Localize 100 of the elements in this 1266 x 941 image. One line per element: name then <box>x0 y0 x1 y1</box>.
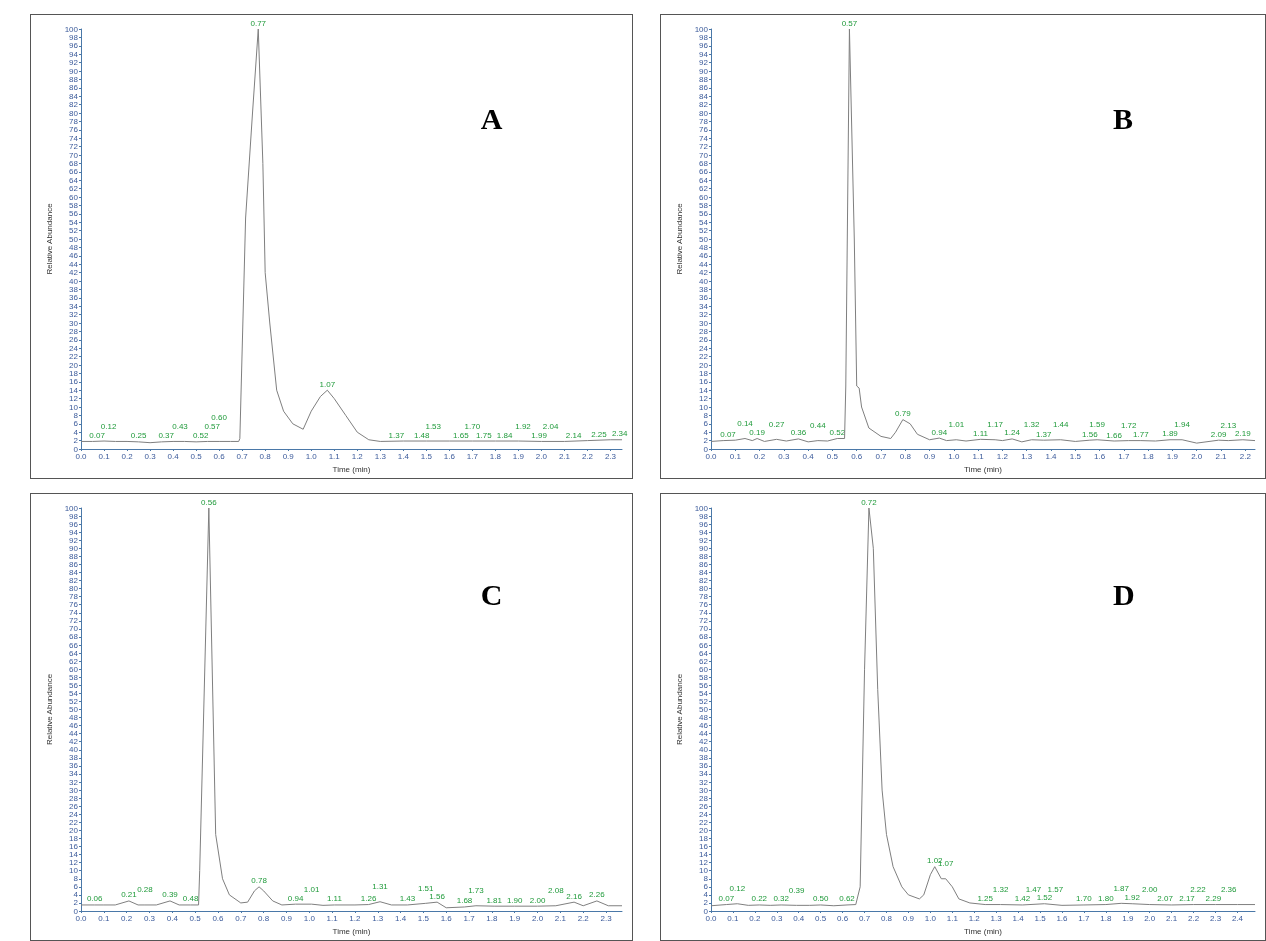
y-tick-label: 16 <box>69 842 79 852</box>
x-tick-label: 1.5 <box>1034 913 1047 923</box>
x-tick-label: 2.2 <box>581 451 594 461</box>
y-tick-label: 46 <box>699 721 709 731</box>
x-tick-label: 0.2 <box>121 913 133 923</box>
y-tick-label: 18 <box>699 368 709 378</box>
annotation: 0.94 <box>287 893 304 903</box>
annotation: 2.04 <box>542 421 559 431</box>
y-tick-label: 84 <box>699 567 709 577</box>
y-tick-label: 62 <box>69 656 79 666</box>
x-tick-label: 1.6 <box>1094 451 1106 461</box>
x-tick-label: 0.3 <box>144 451 157 461</box>
y-tick-label: 80 <box>699 584 709 594</box>
y-tick-label: 74 <box>69 608 79 618</box>
y-tick-label: 6 <box>703 419 709 429</box>
y-tick-label: 76 <box>69 600 79 610</box>
y-tick-label: 92 <box>699 58 709 68</box>
y-tick-label: 98 <box>699 32 709 42</box>
x-tick-label: 1.4 <box>395 913 407 923</box>
y-tick-label: 68 <box>699 632 709 642</box>
y-tick-label: 98 <box>69 32 79 42</box>
annotation: 0.78 <box>251 876 268 886</box>
annotation: 1.59 <box>1089 420 1106 430</box>
y-tick-label: 88 <box>69 551 79 561</box>
y-tick-label: 42 <box>69 737 79 747</box>
x-axis-title: Time (min) <box>964 926 1003 936</box>
y-tick-label: 64 <box>69 648 79 658</box>
x-tick-label: 0.3 <box>143 913 156 923</box>
annotation: 1.72 <box>1120 421 1138 431</box>
annotation: 0.28 <box>137 885 154 895</box>
x-tick-label: 0.7 <box>236 451 249 461</box>
annotation: 1.77 <box>1133 430 1150 440</box>
y-tick-label: 80 <box>69 108 79 118</box>
annotation: 1.17 <box>987 420 1004 430</box>
y-tick-label: 8 <box>73 410 79 420</box>
annotation: 0.60 <box>211 412 228 422</box>
x-tick-label: 0.3 <box>771 913 783 923</box>
y-tick-label: 66 <box>699 640 709 650</box>
y-tick-label: 48 <box>699 242 709 252</box>
y-tick-label: 52 <box>699 696 709 706</box>
y-tick-label: 56 <box>69 209 79 219</box>
y-tick-label: 24 <box>699 343 709 353</box>
x-tick-label: 0.4 <box>793 913 805 923</box>
x-tick-label: 0.0 <box>705 913 718 923</box>
y-tick-label: 80 <box>69 584 79 594</box>
x-tick-label: 0.3 <box>778 451 790 461</box>
y-tick-label: 92 <box>69 58 79 68</box>
text: C <box>480 577 503 611</box>
y-tick-label: 74 <box>699 133 709 143</box>
y-tick-label: 54 <box>699 217 709 227</box>
y-tick-label: 56 <box>699 209 709 219</box>
annotation: 0.57 <box>841 18 858 28</box>
y-tick-label: 60 <box>699 664 709 674</box>
y-tick-label: 46 <box>69 721 79 731</box>
x-tick-label: 2.1 <box>1166 913 1178 923</box>
annotation: 2.34 <box>611 429 629 439</box>
annotation: 1.68 <box>456 896 473 906</box>
y-tick-label: 74 <box>699 608 709 618</box>
y-tick-label: 0 <box>703 906 709 916</box>
y-tick-label: 58 <box>699 672 709 682</box>
annotation: 0.52 <box>192 431 210 441</box>
y-tick-label: 34 <box>69 769 79 779</box>
annotation: 1.51 <box>417 883 435 893</box>
x-tick-label: 0.1 <box>729 451 742 461</box>
x-tick-label: 2.0 <box>1144 913 1156 923</box>
x-tick-label: 0.0 <box>75 913 88 923</box>
annotation: 0.14 <box>737 419 754 428</box>
y-tick-label: 48 <box>69 242 79 252</box>
y-tick-label: 18 <box>69 833 79 843</box>
y-tick-label: 58 <box>69 672 79 682</box>
annotation: 2.07 <box>1157 894 1174 904</box>
x-axis-title: Time (min) <box>964 464 1003 474</box>
y-tick-label: 36 <box>69 293 79 303</box>
x-tick-label: 1.3 <box>1021 451 1033 461</box>
y-tick-label: 78 <box>699 592 709 602</box>
annotation: 0.06 <box>86 894 104 904</box>
annotation: 0.39 <box>788 885 805 895</box>
annotation: 1.07 <box>319 379 336 389</box>
y-tick-label: 56 <box>69 680 79 690</box>
y-tick-label: 30 <box>699 318 709 328</box>
x-tick-label: 0.8 <box>899 451 912 461</box>
y-tick-label: 12 <box>699 858 709 868</box>
y-tick-label: 30 <box>69 785 79 795</box>
annotation: 2.22 <box>1190 885 1207 895</box>
y-tick-label: 70 <box>699 624 709 634</box>
y-tick-label: 82 <box>69 576 79 586</box>
annotation: 0.56 <box>201 497 218 507</box>
y-tick-label: 64 <box>69 175 79 185</box>
x-tick-label: 0.6 <box>851 451 863 461</box>
annotation: 1.66 <box>1106 430 1123 440</box>
y-tick-label: 66 <box>69 640 79 650</box>
y-tick-label: 28 <box>699 793 709 803</box>
x-tick-label: 0.6 <box>213 451 226 461</box>
annotation: 1.11 <box>973 428 989 438</box>
y-tick-label: 76 <box>699 600 709 610</box>
x-tick-label: 0.8 <box>258 913 270 923</box>
y-tick-label: 0 <box>73 906 79 916</box>
y-tick-label: 50 <box>69 234 79 244</box>
y-tick-label: 46 <box>699 251 709 261</box>
annotation: 0.57 <box>204 421 221 431</box>
